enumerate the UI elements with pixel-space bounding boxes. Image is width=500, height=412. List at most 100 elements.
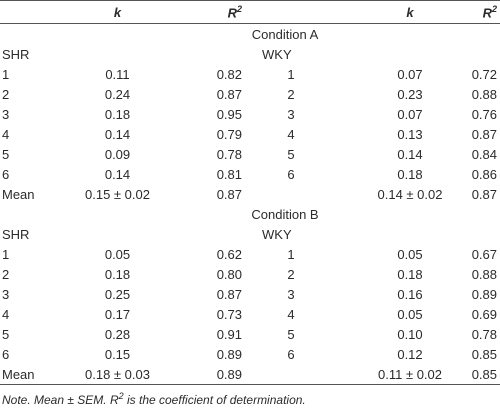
cell: 3 <box>2 286 10 302</box>
table-row: SHR WKY <box>0 224 500 244</box>
cell: 0.07 <box>397 66 423 82</box>
table-row: k R2 k R2 <box>0 0 500 24</box>
note-symbol: R <box>109 393 119 407</box>
header-cell <box>262 0 320 24</box>
cell: 0.78 <box>216 146 242 162</box>
cell: 0.80 <box>216 266 242 282</box>
cell <box>165 224 262 244</box>
table-row: 3 0.25 0.87 3 0.16 0.89 <box>0 284 500 304</box>
cell: 1 <box>2 66 10 82</box>
cell: 3 <box>287 286 295 302</box>
cell: 0.76 <box>471 106 497 122</box>
cell: 0.69 <box>471 306 497 322</box>
table-row: 2 0.24 0.87 2 0.23 0.88 <box>0 84 500 104</box>
cell <box>0 204 70 224</box>
note: Note. Mean ± SEM. R2 is the coefficient … <box>0 385 500 407</box>
mean-cell: Mean <box>2 186 35 202</box>
cell <box>262 184 320 204</box>
cell: 0.86 <box>471 166 497 182</box>
group-label: WKY <box>262 226 292 242</box>
cell <box>0 24 70 45</box>
cell: 0.13 <box>397 126 423 142</box>
cell: 0.89 <box>471 286 497 302</box>
cell: 0.12 <box>397 346 423 362</box>
cell: 6 <box>287 166 295 182</box>
note-text: Note. Mean ± SEM. <box>2 393 110 407</box>
cell: 4 <box>287 306 295 322</box>
header-cell <box>0 0 70 24</box>
cell <box>70 44 165 64</box>
cell: 2 <box>287 86 295 102</box>
header-text: R <box>482 5 492 21</box>
table-row: 5 0.09 0.78 5 0.14 0.84 <box>0 144 500 164</box>
cell: 0.82 <box>216 66 242 82</box>
cell <box>165 44 262 64</box>
group-label: SHR <box>2 46 30 62</box>
cell: 1 <box>287 246 295 262</box>
cell <box>320 44 455 64</box>
mean-cell: 0.85 <box>455 364 500 385</box>
table-row: 1 0.05 0.62 1 0.05 0.67 <box>0 244 500 264</box>
header-superscript: 2 <box>236 3 242 14</box>
cell: 0.73 <box>216 306 242 322</box>
cell: 2 <box>2 266 10 282</box>
cell: 0.85 <box>471 346 497 362</box>
header-superscript: 2 <box>491 3 497 14</box>
cell: 0.09 <box>104 146 131 162</box>
cell: 0.88 <box>471 86 497 102</box>
cell: 0.14 <box>104 166 131 182</box>
cell <box>320 224 455 244</box>
table-row: 1 0.11 0.82 1 0.07 0.72 <box>0 64 500 84</box>
cell <box>262 364 320 385</box>
cell: 0.81 <box>216 166 242 182</box>
cell: 0.10 <box>397 326 423 342</box>
table-body: k R2 k R2 Condition A SHR WKY 1 0.11 0.82 1 0.07 0.7… <box>0 0 500 385</box>
cell: 2 <box>287 266 295 282</box>
table-row: Condition A <box>0 24 500 45</box>
header-text: k <box>113 4 122 20</box>
cell: 0.18 <box>104 106 131 122</box>
cell: 0.95 <box>216 106 242 122</box>
cell: 3 <box>287 106 295 122</box>
cell: 1 <box>2 246 10 262</box>
cell: 1 <box>287 66 295 82</box>
cell: 5 <box>2 146 10 162</box>
note-superscript: 2 <box>118 391 124 401</box>
cell: 0.18 <box>397 166 423 182</box>
cell: 0.87 <box>471 126 497 142</box>
table-row: Condition B <box>0 204 500 224</box>
header-cell: R2 <box>165 0 262 24</box>
header-text: R <box>227 5 237 21</box>
cell: 4 <box>2 306 10 322</box>
mean-cell: 0.18 ± 0.03 <box>70 364 165 385</box>
cell: 0.87 <box>216 86 242 102</box>
cell: 5 <box>287 146 295 162</box>
cell: 0.87 <box>216 286 242 302</box>
cell: 6 <box>2 346 10 362</box>
cell: 0.14 <box>104 126 131 142</box>
cell: 4 <box>2 126 10 142</box>
note-text: is the coefficient of determination. <box>123 393 306 407</box>
table-row: 6 0.15 0.89 6 0.12 0.85 <box>0 344 500 364</box>
cell: 0.05 <box>104 246 131 262</box>
table-row: 2 0.18 0.80 2 0.18 0.88 <box>0 264 500 284</box>
header-cell: k <box>320 0 455 24</box>
cell: 0.91 <box>216 326 242 342</box>
cell: 0.14 <box>397 146 423 162</box>
mean-cell: 0.11 ± 0.02 <box>320 364 455 385</box>
cell: 3 <box>2 106 10 122</box>
cell: 0.25 <box>104 286 131 302</box>
mean-cell: 0.14 ± 0.02 <box>377 186 443 202</box>
header-text: k <box>406 4 414 20</box>
cell: 0.88 <box>471 266 497 282</box>
cell: 0.79 <box>216 126 242 142</box>
group-label: SHR <box>2 226 30 242</box>
mean-cell: Mean <box>0 364 70 385</box>
cell: 0.17 <box>104 306 131 322</box>
cell: 0.05 <box>397 306 423 322</box>
cell: 0.84 <box>471 146 497 162</box>
mean-cell: 0.89 <box>165 364 262 385</box>
table-row: 3 0.18 0.95 3 0.07 0.76 <box>0 104 500 124</box>
mean-cell: 0.15 ± 0.02 <box>85 186 150 202</box>
cell: 2 <box>2 86 10 102</box>
